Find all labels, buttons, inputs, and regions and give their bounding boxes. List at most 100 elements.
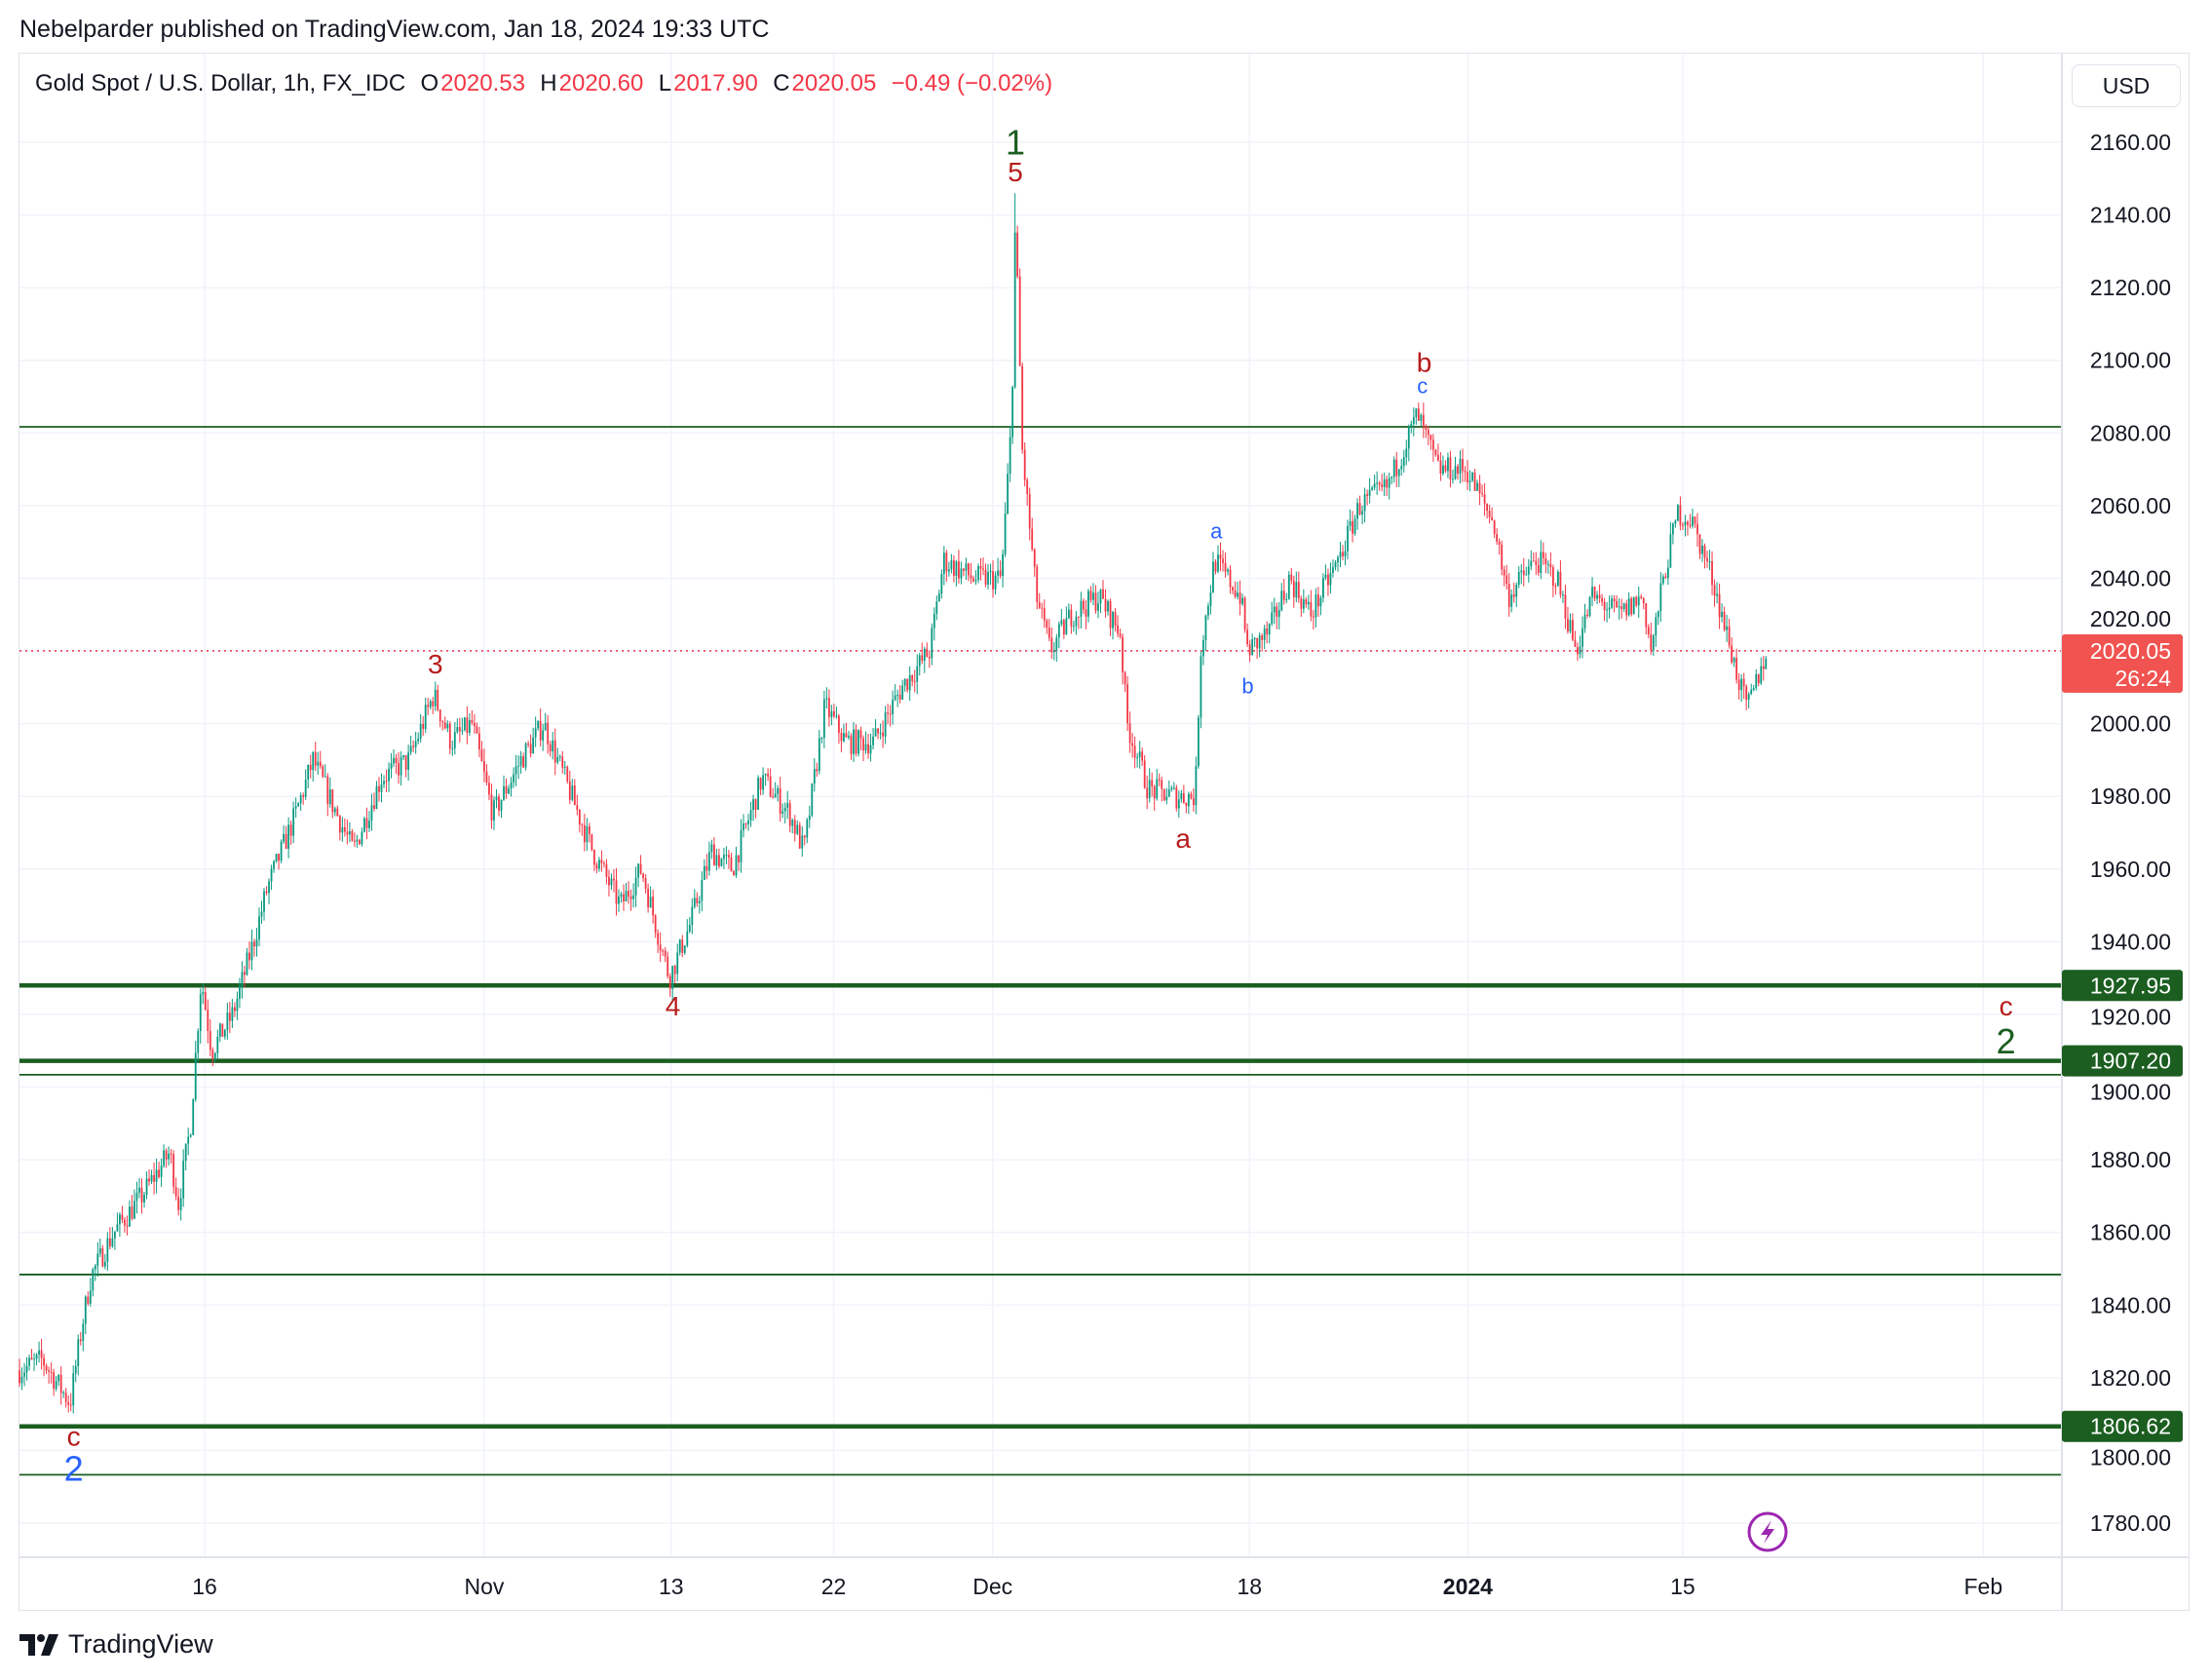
candle xyxy=(307,764,310,789)
price-tick-label: 2080.00 xyxy=(2090,420,2171,445)
candle xyxy=(832,704,835,719)
candle xyxy=(69,1393,72,1412)
candle xyxy=(715,849,718,871)
candle-body xyxy=(1442,465,1444,475)
candle xyxy=(72,1365,75,1414)
candle-body xyxy=(1285,598,1288,600)
candle-body xyxy=(970,575,972,579)
candle xyxy=(662,948,665,957)
candle-body xyxy=(182,1161,185,1199)
candle-body xyxy=(581,824,584,826)
candle-body xyxy=(1625,603,1628,616)
candle xyxy=(813,758,816,792)
candle-body xyxy=(1378,482,1381,485)
candle-body xyxy=(1733,658,1735,663)
candle-body xyxy=(808,815,811,821)
candle-body xyxy=(319,761,322,767)
candle-body xyxy=(1454,466,1457,479)
candle-body xyxy=(468,719,471,734)
candle xyxy=(1229,564,1232,594)
currency-button[interactable]: USD xyxy=(2072,64,2181,107)
candle xyxy=(1158,773,1161,786)
candle-body xyxy=(1072,626,1075,628)
candle-body xyxy=(1598,594,1601,598)
candle xyxy=(1476,479,1478,491)
candle-body xyxy=(1415,408,1418,417)
candle-body xyxy=(1036,566,1039,602)
candle xyxy=(1204,614,1207,652)
candle-body xyxy=(1740,678,1743,691)
candle xyxy=(1371,485,1374,491)
candle xyxy=(1557,569,1559,587)
candle xyxy=(615,867,618,916)
candle xyxy=(529,734,532,758)
candle xyxy=(1572,613,1574,642)
candle-body xyxy=(974,580,977,582)
candle xyxy=(1337,554,1339,572)
candle xyxy=(639,855,642,875)
candle-body xyxy=(629,897,632,899)
candle xyxy=(1711,551,1713,595)
candle-body xyxy=(1009,437,1011,475)
candle xyxy=(1119,629,1122,639)
candle-body xyxy=(928,657,931,659)
candle xyxy=(67,1394,70,1413)
candle-body xyxy=(1687,521,1689,525)
candle-body xyxy=(906,678,909,691)
candle-body xyxy=(918,655,921,667)
candle-body xyxy=(529,744,532,754)
candle-body xyxy=(1175,787,1178,809)
candle xyxy=(1334,559,1337,571)
candle xyxy=(1630,596,1633,617)
candle xyxy=(1222,550,1224,572)
candle-body xyxy=(246,952,248,975)
candle xyxy=(473,713,476,734)
candle xyxy=(1588,595,1591,618)
candle xyxy=(877,727,879,740)
candle-body xyxy=(1559,571,1562,595)
candle-body xyxy=(537,720,540,729)
candle-body xyxy=(779,787,781,814)
candle xyxy=(255,928,258,957)
candle xyxy=(365,807,368,840)
alert-lightning-icon[interactable] xyxy=(1747,1511,1788,1552)
candle-body xyxy=(830,710,833,717)
candle xyxy=(757,775,759,811)
candle-body xyxy=(1735,658,1738,680)
candle xyxy=(236,991,239,1020)
candle-body xyxy=(855,729,857,754)
candle xyxy=(1349,509,1352,531)
candle-body xyxy=(1282,591,1285,600)
candle-body xyxy=(62,1392,65,1394)
candle xyxy=(216,1029,219,1059)
candle xyxy=(896,689,899,707)
candle-body xyxy=(524,743,527,768)
tradingview-logo[interactable]: TradingView xyxy=(19,1629,213,1660)
candle xyxy=(1574,630,1577,648)
candle-body xyxy=(532,737,535,754)
candle-body xyxy=(592,850,595,865)
candle xyxy=(894,684,896,702)
candle-body xyxy=(725,855,728,857)
candle-body xyxy=(476,726,478,734)
candle-body xyxy=(1515,585,1518,597)
candle xyxy=(1238,580,1241,616)
candle-body xyxy=(307,764,310,781)
candle xyxy=(1410,420,1413,434)
candle-body xyxy=(407,752,410,770)
candle xyxy=(359,838,361,846)
candle-body xyxy=(1716,593,1718,596)
candle-body xyxy=(1302,598,1305,609)
candle xyxy=(1703,543,1706,569)
candle xyxy=(1004,502,1007,557)
candle xyxy=(1347,519,1349,559)
symbol-title[interactable]: Gold Spot / U.S. Dollar, 1h, FX_IDC xyxy=(35,70,406,96)
candle xyxy=(783,802,786,824)
candle-body xyxy=(163,1150,166,1166)
candle xyxy=(935,595,938,621)
candle xyxy=(827,689,830,727)
candle xyxy=(686,919,689,948)
candle-body xyxy=(992,570,994,590)
candle-body xyxy=(937,593,940,602)
